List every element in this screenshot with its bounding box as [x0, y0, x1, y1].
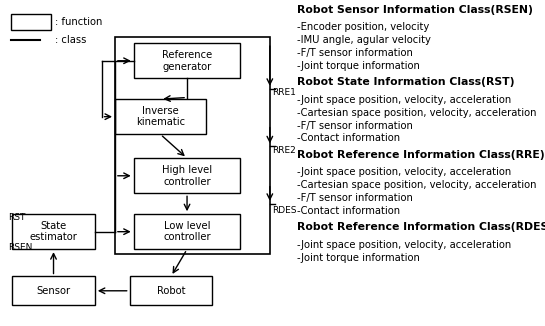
Text: Reference
generator: Reference generator [162, 50, 212, 72]
Text: -Cartesian space position, velocity, acceleration: -Cartesian space position, velocity, acc… [296, 180, 536, 190]
Bar [12, 276, 95, 305]
Text: RST: RST [8, 213, 26, 222]
Text: Low level
controller: Low level controller [164, 221, 211, 243]
Bar [134, 158, 240, 193]
Text: RRE2: RRE2 [272, 146, 296, 156]
Text: -Joint space position, velocity, acceleration: -Joint space position, velocity, acceler… [296, 240, 511, 250]
Bar [134, 43, 240, 78]
Text: -IMU angle, agular velocity: -IMU angle, agular velocity [296, 35, 431, 45]
Text: Robot: Robot [157, 286, 185, 296]
Text: RDES: RDES [272, 206, 297, 215]
Text: -F/T sensor information: -F/T sensor information [296, 121, 413, 130]
Text: -F/T sensor information: -F/T sensor information [296, 48, 413, 58]
Bar [115, 37, 270, 254]
Text: : function: : function [55, 17, 102, 27]
Text: -Contact information: -Contact information [296, 206, 399, 216]
Text: Robot Reference Information Class(RRE): Robot Reference Information Class(RRE) [296, 150, 544, 160]
Text: -Joint space position, velocity, acceleration: -Joint space position, velocity, acceler… [296, 168, 511, 177]
Text: -Joint space position, velocity, acceleration: -Joint space position, velocity, acceler… [296, 95, 511, 105]
Text: -Joint torque information: -Joint torque information [296, 61, 420, 71]
Text: -Contact information: -Contact information [296, 133, 399, 143]
Text: Robot State Information Class(RST): Robot State Information Class(RST) [296, 77, 514, 87]
Text: Robot Reference Information Class(RDES): Robot Reference Information Class(RDES) [296, 222, 545, 232]
Bar [115, 99, 205, 134]
Text: : class: : class [55, 35, 87, 45]
Bar [11, 14, 51, 30]
Bar [130, 276, 213, 305]
Text: -F/T sensor information: -F/T sensor information [296, 193, 413, 203]
Text: Robot Sensor Information Class(RSEN): Robot Sensor Information Class(RSEN) [296, 5, 532, 15]
Bar [134, 214, 240, 249]
Text: -Joint torque information: -Joint torque information [296, 253, 420, 263]
Text: -Encoder position, velocity: -Encoder position, velocity [296, 22, 429, 32]
Bar [12, 214, 95, 249]
Text: State
estimator: State estimator [29, 221, 77, 243]
Text: Inverse
kinematic: Inverse kinematic [136, 106, 185, 127]
Text: -Cartesian space position, velocity, acceleration: -Cartesian space position, velocity, acc… [296, 108, 536, 118]
Text: RRE1: RRE1 [272, 88, 296, 97]
Text: High level
controller: High level controller [162, 165, 212, 186]
Text: Sensor: Sensor [37, 286, 71, 296]
Text: RSEN: RSEN [8, 243, 33, 252]
